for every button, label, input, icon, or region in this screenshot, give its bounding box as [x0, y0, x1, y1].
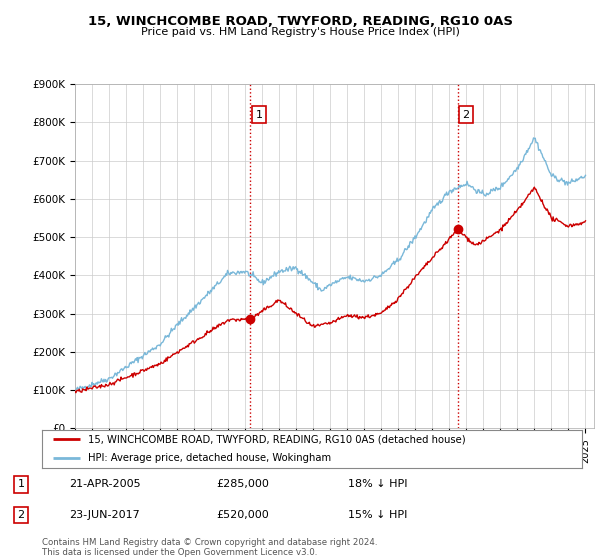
Text: 2: 2 — [463, 110, 470, 120]
Text: 18% ↓ HPI: 18% ↓ HPI — [348, 479, 407, 489]
Text: Contains HM Land Registry data © Crown copyright and database right 2024.
This d: Contains HM Land Registry data © Crown c… — [42, 538, 377, 557]
Text: £520,000: £520,000 — [216, 510, 269, 520]
Text: 1: 1 — [256, 110, 262, 120]
Text: 21-APR-2005: 21-APR-2005 — [69, 479, 140, 489]
Text: Price paid vs. HM Land Registry's House Price Index (HPI): Price paid vs. HM Land Registry's House … — [140, 27, 460, 37]
Text: £285,000: £285,000 — [216, 479, 269, 489]
Text: 15, WINCHCOMBE ROAD, TWYFORD, READING, RG10 0AS: 15, WINCHCOMBE ROAD, TWYFORD, READING, R… — [88, 15, 512, 27]
Text: 15% ↓ HPI: 15% ↓ HPI — [348, 510, 407, 520]
Text: 2: 2 — [17, 510, 25, 520]
Text: 23-JUN-2017: 23-JUN-2017 — [69, 510, 140, 520]
Text: HPI: Average price, detached house, Wokingham: HPI: Average price, detached house, Woki… — [88, 453, 331, 463]
Text: 15, WINCHCOMBE ROAD, TWYFORD, READING, RG10 0AS (detached house): 15, WINCHCOMBE ROAD, TWYFORD, READING, R… — [88, 434, 466, 444]
Text: 1: 1 — [17, 479, 25, 489]
